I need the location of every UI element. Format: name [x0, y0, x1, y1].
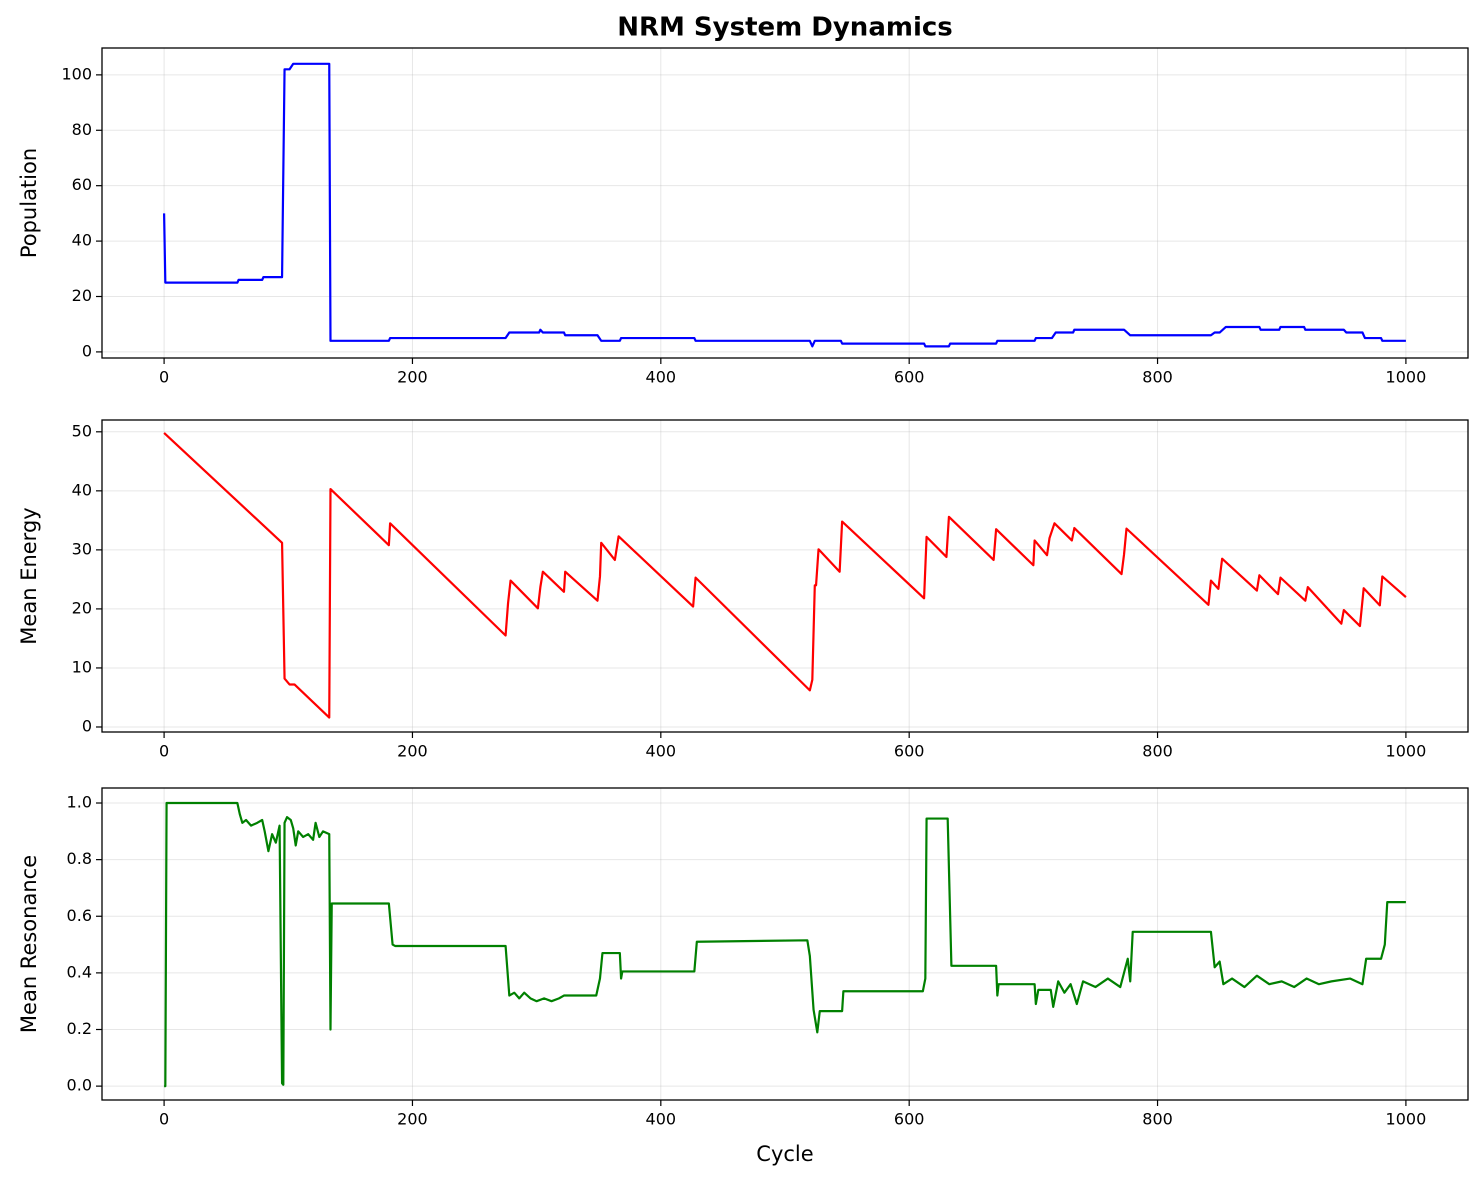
y-tick-label: 100 [61, 64, 92, 83]
x-tick-label: 600 [894, 368, 925, 387]
y-tick-label: 0 [82, 716, 92, 735]
y-tick-label: 30 [72, 539, 92, 558]
x-tick-label: 1000 [1386, 368, 1427, 387]
y-tick-label: 40 [72, 480, 92, 499]
y-tick-label: 40 [72, 231, 92, 250]
x-tick-label: 400 [646, 1110, 677, 1129]
y-tick-label: 50 [72, 421, 92, 440]
y-tick-label: 60 [72, 175, 92, 194]
y-tick-label: 10 [72, 657, 92, 676]
x-tick-label: 0 [159, 368, 169, 387]
x-tick-label: 1000 [1386, 1110, 1427, 1129]
y-tick-label: 1.0 [67, 793, 92, 812]
y-tick-label: 0 [82, 341, 92, 360]
x-tick-label: 800 [1142, 368, 1173, 387]
x-tick-label: 800 [1142, 1110, 1173, 1129]
x-tick-label: 400 [646, 742, 677, 761]
y-axis-label: Mean Resonance [17, 855, 41, 1033]
y-axis-label: Population [17, 148, 41, 258]
y-tick-label: 0.6 [67, 906, 92, 925]
x-tick-label: 200 [397, 742, 428, 761]
chart-title: NRM System Dynamics [617, 13, 953, 43]
y-axis-label: Mean Energy [17, 507, 41, 644]
x-tick-label: 200 [397, 1110, 428, 1129]
y-tick-label: 0.0 [67, 1076, 92, 1095]
data-line [162, 62, 1406, 348]
y-tick-label: 20 [72, 598, 92, 617]
y-tick-label: 0.4 [67, 962, 92, 981]
x-tick-label: 600 [894, 1110, 925, 1129]
y-tick-label: 80 [72, 120, 92, 139]
x-tick-label: 400 [646, 368, 677, 387]
x-axis-label: Cycle [756, 1142, 813, 1166]
data-line [164, 801, 1406, 1088]
x-tick-label: 1000 [1386, 742, 1427, 761]
y-tick-label: 0.2 [67, 1019, 92, 1038]
x-tick-label: 0 [159, 1110, 169, 1129]
y-tick-label: 0.8 [67, 849, 92, 868]
axes-frame [101, 419, 1469, 733]
x-tick-label: 800 [1142, 742, 1173, 761]
axes-frame [101, 47, 1469, 359]
axes-frame [101, 787, 1469, 1101]
x-tick-label: 200 [397, 368, 428, 387]
y-tick-label: 20 [72, 286, 92, 305]
data-line [163, 432, 1407, 719]
x-tick-label: 600 [894, 742, 925, 761]
x-tick-label: 0 [159, 742, 169, 761]
